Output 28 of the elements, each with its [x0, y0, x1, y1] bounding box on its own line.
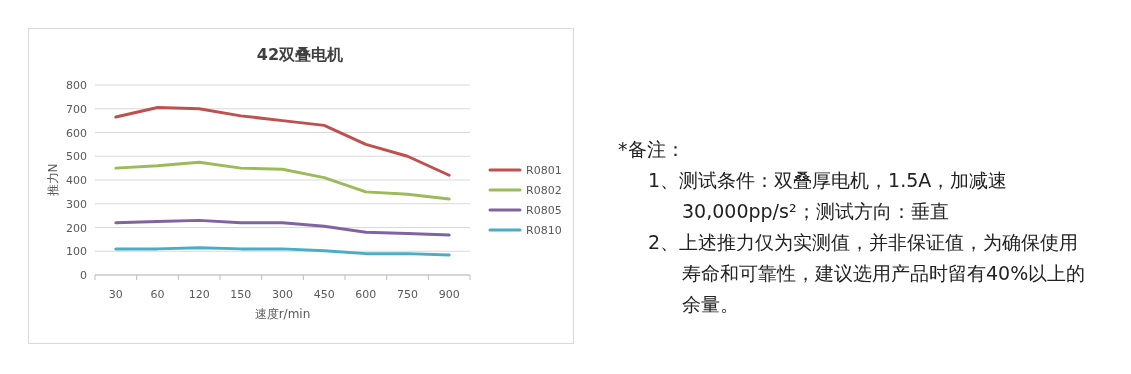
text: *备注： — [618, 137, 686, 162]
y-tick-label: 100 — [66, 245, 87, 259]
legend-label: R0805 — [526, 204, 562, 217]
chart-title: 42双叠电机 — [256, 45, 344, 64]
x-tick-label: 150 — [230, 288, 252, 301]
legend-label: R0801 — [526, 164, 562, 177]
y-tick-label: 200 — [66, 221, 87, 235]
x-tick-label: 450 — [313, 288, 335, 301]
y-tick-label: 0 — [80, 269, 87, 282]
y-axis-title: 推力N — [46, 163, 60, 197]
x-tick-label: 60 — [150, 288, 165, 301]
y-tick-label: 300 — [66, 197, 87, 211]
y-tick-label: 400 — [66, 174, 87, 187]
y-tick-label: 600 — [66, 126, 87, 140]
text: 2、上述推力仅为实测值，并非保证值，为确保使用寿命和可靠性，建议选用产品时留有40%以上的余量。 — [648, 230, 1087, 317]
x-tick-label: 750 — [397, 288, 418, 301]
x-tick-label: 30 — [108, 288, 123, 301]
x-tick-label: 120 — [188, 288, 210, 301]
x-tick-label: 900 — [438, 288, 460, 301]
y-tick-label: 700 — [66, 102, 87, 116]
y-tick-label: 800 — [66, 79, 87, 92]
legend-label: R0810 — [526, 224, 562, 237]
x-axis-title: 速度r/min — [254, 307, 311, 321]
legend-label: R0802 — [526, 184, 562, 197]
y-tick-label: 500 — [66, 150, 87, 164]
text: 1、测试条件：双叠厚电机，1.5A，加减速 30,000pp/s²；测试方向：垂直 — [648, 168, 1009, 224]
x-tick-label: 300 — [272, 288, 293, 301]
x-tick-label: 600 — [355, 288, 377, 301]
